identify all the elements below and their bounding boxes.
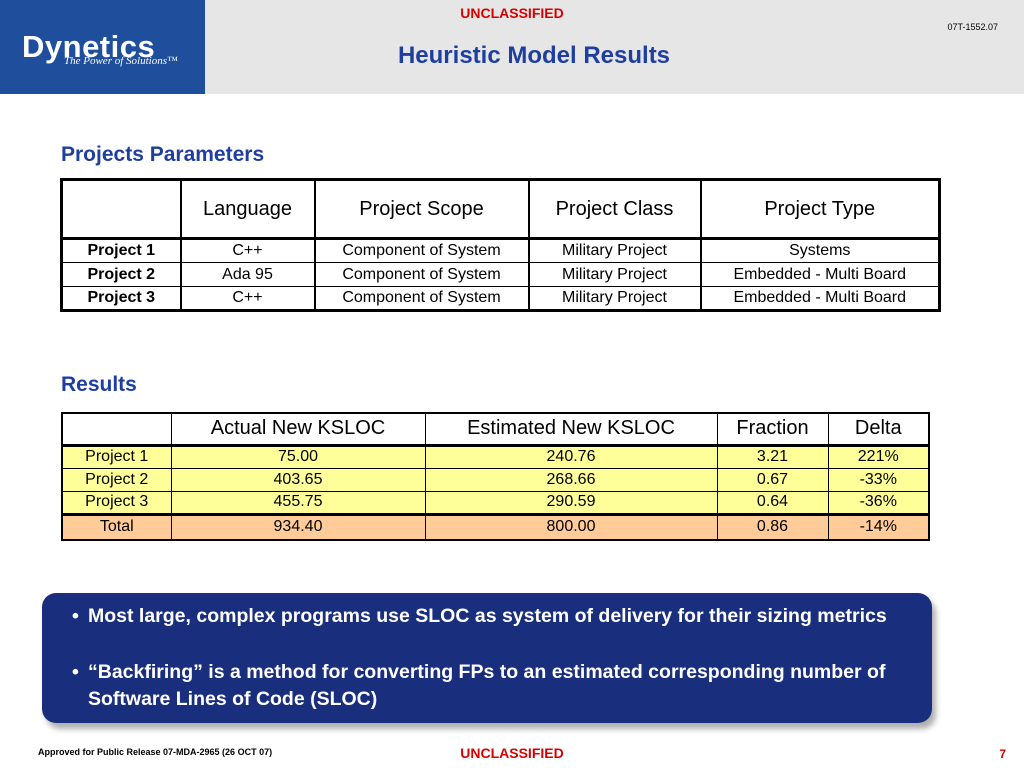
total-row: Total 934.40 800.00 0.86 -14% [61, 512, 930, 541]
bullet-box: • Most large, complex programs use SLOC … [42, 593, 932, 723]
table-cell: 0.64 [716, 490, 829, 515]
table-cell: Ada 95 [180, 262, 316, 287]
approval-note: Approved for Public Release 07-MDA-2965 … [38, 747, 273, 757]
bullet-item: • “Backfiring” is a method for convertin… [72, 659, 912, 713]
table-cell: 221% [827, 444, 930, 469]
logo-wordmark: Dynetics [22, 29, 156, 64]
table-cell: Military Project [528, 286, 702, 311]
params-col-header: Project Type [700, 179, 941, 240]
table-cell: Component of System [314, 262, 530, 287]
params-section-title: Projects Parameters [61, 143, 265, 166]
classification-top: UNCLASSIFIED [460, 5, 564, 21]
results-col-header [61, 412, 172, 447]
document-id: 07T-1552.07 [947, 22, 998, 32]
table-cell: 455.75 [170, 490, 426, 515]
results-col-header: Estimated New KSLOC [424, 412, 718, 447]
row-label: Project 3 [61, 490, 172, 515]
table-cell: Component of System [314, 238, 530, 263]
bullet-dot-icon: • [72, 661, 79, 683]
classification-bottom: UNCLASSIFIED [460, 745, 564, 761]
table-cell: 3.21 [716, 444, 829, 469]
table-cell: 290.59 [424, 490, 718, 515]
table-cell: C++ [180, 238, 316, 263]
table-row: Project 1 75.00 240.76 3.21 221% [61, 444, 930, 469]
logo-tagline: The Power of Solutions™ [64, 55, 178, 67]
table-cell: Embedded - Multi Board [700, 286, 941, 311]
table-row: Project 1 C++ Component of System Milita… [61, 238, 941, 263]
page-number: 7 [999, 747, 1006, 761]
table-row: Project 2 Ada 95 Component of System Mil… [61, 262, 941, 287]
table-cell: -14% [827, 512, 930, 541]
row-label: Project 3 [61, 286, 182, 311]
slide-title: Heuristic Model Results [397, 42, 671, 69]
table-cell: -36% [827, 490, 930, 515]
row-label: Total [61, 512, 172, 541]
table-cell: 800.00 [424, 512, 718, 541]
table-cell: -33% [827, 467, 930, 492]
table-cell: C++ [180, 286, 316, 311]
table-row: Project 3 C++ Component of System Milita… [61, 286, 941, 311]
row-label: Project 2 [61, 467, 172, 492]
logo: Dynetics The Power of Solutions™ [0, 0, 205, 94]
results-col-header: Delta [827, 412, 930, 447]
params-col-header: Project Class [528, 179, 702, 240]
bullet-dot-icon: • [72, 605, 79, 627]
bullet-text: Most large, complex programs use SLOC as… [88, 605, 887, 627]
params-col-header: Project Scope [314, 179, 530, 240]
table-cell: Systems [700, 238, 941, 263]
table-cell: 75.00 [170, 444, 426, 469]
table-cell: 0.67 [716, 467, 829, 492]
results-col-header: Fraction [716, 412, 829, 447]
results-col-header: Actual New KSLOC [170, 412, 426, 447]
table-row: Project 2 403.65 268.66 0.67 -33% [61, 467, 930, 492]
results-section-title: Results [61, 373, 137, 396]
params-col-header: Language [180, 179, 316, 240]
bullet-text: “Backfiring” is a method for converting … [88, 661, 886, 710]
row-label: Project 2 [61, 262, 182, 287]
bullet-item: • Most large, complex programs use SLOC … [72, 603, 912, 630]
table-cell: Component of System [314, 286, 530, 311]
table-cell: Military Project [528, 262, 702, 287]
table-cell: Military Project [528, 238, 702, 263]
results-header-row: Actual New KSLOC Estimated New KSLOC Fra… [61, 412, 930, 447]
table-cell: 403.65 [170, 467, 426, 492]
params-col-header [61, 179, 182, 240]
table-cell: Embedded - Multi Board [700, 262, 941, 287]
table-row: Project 3 455.75 290.59 0.64 -36% [61, 490, 930, 515]
table-cell: 0.86 [716, 512, 829, 541]
table-cell: 240.76 [424, 444, 718, 469]
table-cell: 934.40 [170, 512, 426, 541]
params-header-row: Language Project Scope Project Class Pro… [61, 179, 941, 240]
row-label: Project 1 [61, 444, 172, 469]
table-cell: 268.66 [424, 467, 718, 492]
row-label: Project 1 [61, 238, 182, 263]
params-table: Language Project Scope Project Class Pro… [60, 178, 941, 312]
results-table: Actual New KSLOC Estimated New KSLOC Fra… [61, 412, 930, 541]
